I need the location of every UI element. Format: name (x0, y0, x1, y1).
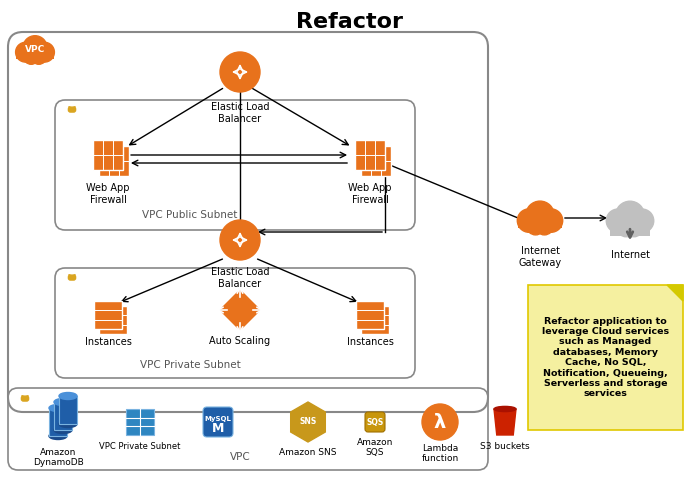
FancyBboxPatch shape (610, 224, 650, 236)
Circle shape (539, 209, 563, 232)
Text: Refactor application to
leverage Cloud services
such as Managed
databases, Memor: Refactor application to leverage Cloud s… (542, 317, 669, 399)
Polygon shape (667, 285, 683, 301)
FancyBboxPatch shape (93, 140, 123, 170)
Text: M: M (212, 423, 224, 436)
FancyBboxPatch shape (361, 146, 391, 176)
Text: Internet
Gateway: Internet Gateway (519, 246, 561, 268)
Text: VPC: VPC (230, 452, 251, 462)
FancyBboxPatch shape (22, 396, 29, 401)
Text: Internet: Internet (610, 250, 650, 260)
FancyBboxPatch shape (59, 396, 77, 424)
Ellipse shape (49, 432, 67, 440)
Circle shape (615, 201, 645, 230)
Ellipse shape (59, 420, 77, 428)
Text: Amazon SNS: Amazon SNS (279, 448, 337, 457)
Circle shape (23, 36, 47, 60)
Text: Elastic Load
Balancer: Elastic Load Balancer (211, 102, 270, 123)
FancyBboxPatch shape (518, 218, 562, 228)
Circle shape (617, 219, 635, 237)
Text: S3 buckets: S3 buckets (480, 442, 530, 451)
Circle shape (536, 217, 554, 235)
Circle shape (34, 42, 55, 62)
Text: Auto Scaling: Auto Scaling (209, 336, 271, 346)
Text: Lambda
function: Lambda function (421, 444, 458, 463)
Circle shape (220, 52, 260, 92)
Polygon shape (290, 402, 326, 442)
FancyBboxPatch shape (69, 107, 76, 112)
Ellipse shape (59, 392, 77, 400)
Circle shape (606, 209, 630, 232)
Circle shape (526, 217, 545, 235)
FancyBboxPatch shape (355, 140, 385, 170)
FancyBboxPatch shape (16, 50, 54, 59)
Circle shape (31, 49, 46, 64)
Text: Instances: Instances (346, 337, 393, 347)
Text: Amazon
DynamoDB: Amazon DynamoDB (33, 448, 83, 468)
FancyBboxPatch shape (203, 407, 233, 437)
Ellipse shape (49, 404, 67, 412)
FancyBboxPatch shape (54, 402, 72, 430)
FancyBboxPatch shape (99, 146, 129, 176)
Circle shape (220, 220, 260, 260)
Polygon shape (220, 290, 260, 330)
Circle shape (15, 42, 36, 62)
Circle shape (630, 209, 654, 232)
FancyBboxPatch shape (49, 408, 67, 436)
Circle shape (24, 49, 39, 64)
Text: VPC Public Subnet: VPC Public Subnet (142, 210, 238, 220)
Text: Instances: Instances (85, 337, 132, 347)
Text: Amazon
SQS: Amazon SQS (357, 438, 393, 457)
Polygon shape (494, 409, 516, 435)
Text: Web App
Firewall: Web App Firewall (86, 183, 130, 204)
Text: MySQL: MySQL (204, 416, 232, 422)
Circle shape (526, 201, 554, 230)
Ellipse shape (54, 399, 72, 405)
Text: VPC: VPC (25, 45, 45, 54)
Text: Refactor: Refactor (297, 12, 403, 32)
FancyBboxPatch shape (528, 285, 683, 430)
Text: Web App
Firewall: Web App Firewall (349, 183, 392, 204)
Circle shape (625, 219, 643, 237)
Text: SNS: SNS (300, 417, 316, 427)
FancyBboxPatch shape (365, 412, 385, 432)
FancyBboxPatch shape (99, 306, 127, 334)
Ellipse shape (494, 406, 516, 412)
Circle shape (517, 209, 540, 232)
Text: SQS: SQS (366, 417, 384, 427)
FancyBboxPatch shape (94, 301, 122, 329)
FancyBboxPatch shape (126, 409, 154, 435)
Text: Elastic Load
Balancer: Elastic Load Balancer (211, 267, 270, 289)
Text: λ: λ (434, 413, 446, 431)
FancyBboxPatch shape (361, 306, 389, 334)
Text: VPC Private Subnet: VPC Private Subnet (139, 360, 240, 370)
Text: VPC Private Subnet: VPC Private Subnet (99, 442, 181, 451)
FancyBboxPatch shape (356, 301, 384, 329)
Ellipse shape (54, 427, 72, 433)
Circle shape (422, 404, 458, 440)
FancyBboxPatch shape (69, 275, 76, 280)
